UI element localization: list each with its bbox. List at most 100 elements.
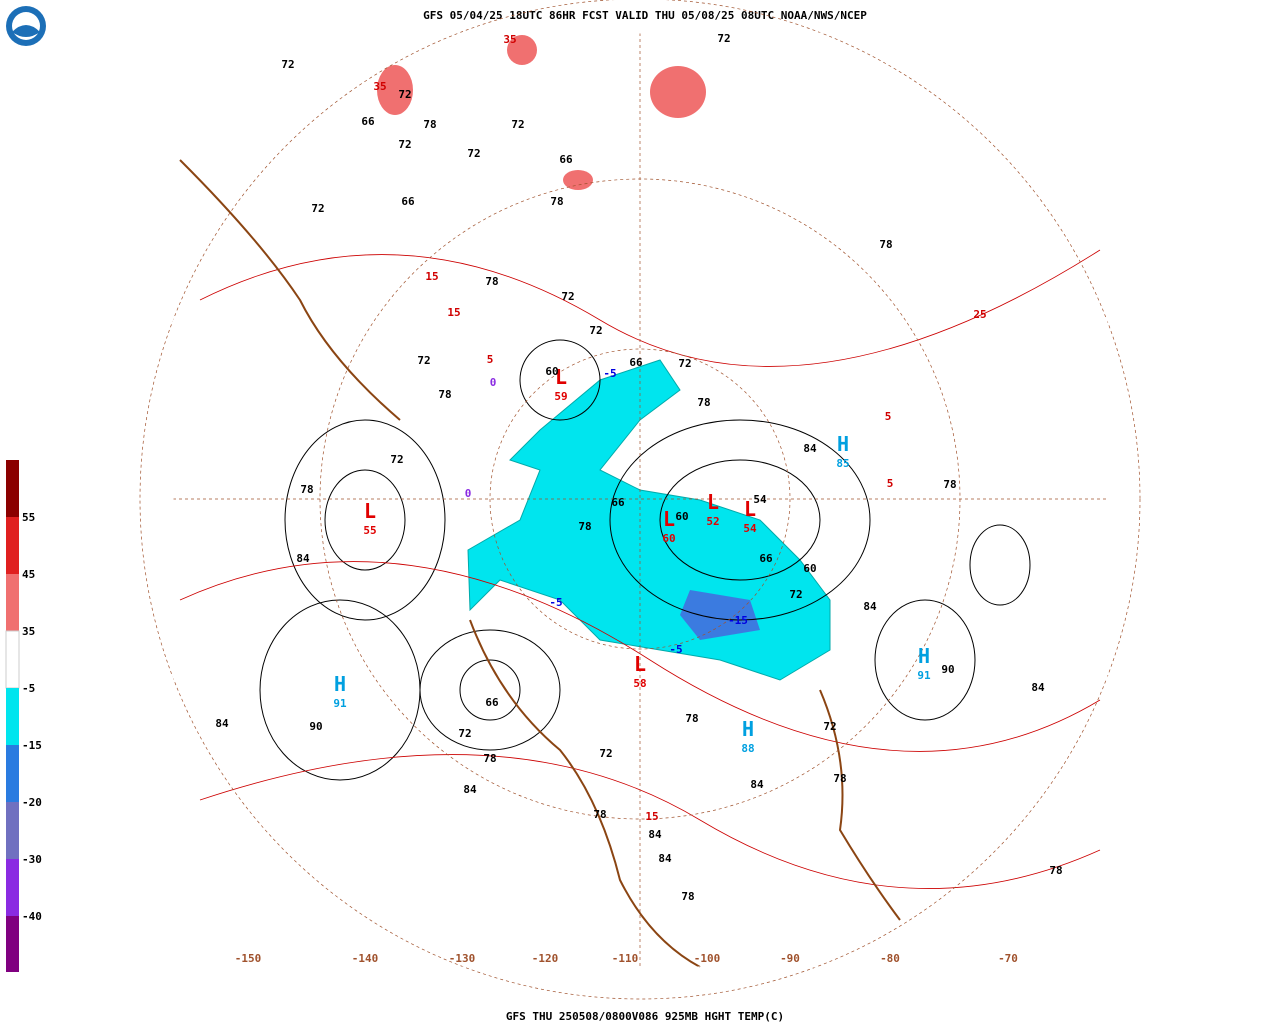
height-contour-label: 78 — [438, 388, 451, 401]
height-contour-label: 78 — [483, 752, 496, 765]
height-contour-label: 78 — [593, 808, 606, 821]
legend-label: 35 — [22, 625, 35, 638]
map-title: GFS 05/04/25 18UTC 86HR FCST VALID THU 0… — [423, 9, 867, 22]
temperature-contour-label: 35 — [373, 80, 386, 93]
height-contour-label: 72 — [561, 290, 574, 303]
longitude-label: -90 — [780, 952, 800, 965]
longitude-label: -70 — [998, 952, 1018, 965]
legend-label: -30 — [22, 853, 42, 866]
height-contour-label: 78 — [879, 238, 892, 251]
height-contour-label: 84 — [658, 852, 672, 865]
temperature-contour-label: -5 — [549, 596, 562, 609]
noaa-logo — [6, 6, 46, 46]
map-panel — [139, 0, 1141, 1000]
height-contour-label: 78 — [300, 483, 313, 496]
height-contour-label: 78 — [485, 275, 498, 288]
pressure-center-letter: L — [634, 652, 646, 676]
height-contour-label: 66 — [611, 496, 625, 509]
height-contour-label: 72 — [417, 354, 430, 367]
height-contour-label: 78 — [578, 520, 591, 533]
temperature-contour-label: -5 — [603, 367, 616, 380]
height-contour-label: 72 — [678, 357, 691, 370]
longitude-label: -110 — [612, 952, 639, 965]
temperature-contour-label: 5 — [487, 353, 494, 366]
color-legend — [5, 460, 20, 972]
pressure-center-value: 59 — [554, 390, 567, 403]
height-contour-label: 72 — [823, 720, 836, 733]
longitude-label: -80 — [880, 952, 900, 965]
height-contour-label: 84 — [803, 442, 817, 455]
pressure-center-letter: L — [364, 499, 376, 523]
height-contour-label: 72 — [390, 453, 403, 466]
pressure-center-value: 91 — [917, 669, 931, 682]
temperature-contour-label: 5 — [887, 477, 894, 490]
longitude-label: -120 — [532, 952, 559, 965]
height-contour-label: 78 — [685, 712, 698, 725]
longitude-label: -140 — [352, 952, 379, 965]
height-contour-label: 90 — [309, 720, 322, 733]
height-contour-label: 72 — [717, 32, 730, 45]
height-contour-label: 84 — [1031, 681, 1045, 694]
height-contour-label: 72 — [398, 88, 411, 101]
height-contour-label: 84 — [215, 717, 229, 730]
pressure-center-letter: H — [334, 672, 346, 696]
longitude-label: -100 — [694, 952, 721, 965]
height-contour-label: 78 — [1049, 864, 1062, 877]
longitude-label: -150 — [235, 952, 262, 965]
pressure-center-value: 55 — [363, 524, 376, 537]
height-contour-label: 78 — [833, 772, 846, 785]
height-contour-label: 78 — [423, 118, 436, 131]
height-contour-label: 66 — [559, 153, 573, 166]
height-contour-label: 60 — [675, 510, 688, 523]
map-caption: GFS THU 250508/0800V086 925MB HGHT TEMP(… — [506, 1010, 784, 1023]
temperature-contour-label: 15 — [447, 306, 460, 319]
height-contour-label: 66 — [759, 552, 773, 565]
pressure-center-letter: H — [918, 644, 930, 668]
height-contour-label: 72 — [458, 727, 471, 740]
legend-label: -20 — [22, 796, 42, 809]
legend-label: 55 — [22, 511, 35, 524]
temperature-contour-label: 5 — [885, 410, 892, 423]
pressure-center-letter: H — [742, 717, 754, 741]
height-contour-label: 66 — [361, 115, 375, 128]
pressure-center-letter: L — [555, 365, 567, 389]
height-contour-label: 72 — [511, 118, 524, 131]
temperature-contour-label: -5 — [669, 643, 682, 656]
height-contour-label: 60 — [545, 365, 558, 378]
pressure-center-value: 58 — [633, 677, 646, 690]
temperature-contour-label: 0 — [490, 376, 497, 389]
height-contour-label: 84 — [296, 552, 310, 565]
temperature-contour-label: 15 — [425, 270, 438, 283]
height-contour-label: 54 — [753, 493, 767, 506]
height-contour-label: 72 — [281, 58, 294, 71]
pressure-center-value: 52 — [706, 515, 719, 528]
pressure-center-value: 54 — [743, 522, 757, 535]
pressure-center-letter: L — [744, 497, 756, 521]
height-contour-label: 84 — [750, 778, 764, 791]
pressure-center-value: 91 — [333, 697, 347, 710]
height-contour-label: 60 — [803, 562, 816, 575]
height-contour-label: 66 — [629, 356, 643, 369]
legend-label: 45 — [22, 568, 35, 581]
height-contour-label: 78 — [681, 890, 694, 903]
legend-label: -15 — [22, 739, 42, 752]
height-contour-label: 72 — [311, 202, 324, 215]
height-contour-label: 66 — [485, 696, 499, 709]
pressure-center-value: 60 — [662, 532, 675, 545]
height-contour-label: 90 — [941, 663, 954, 676]
height-contour-label: 78 — [550, 195, 563, 208]
height-contour-label: 72 — [467, 147, 480, 160]
temperature-contour-label: 25 — [973, 308, 986, 321]
height-contour-label: 78 — [697, 396, 710, 409]
pressure-center-value: 88 — [741, 742, 754, 755]
height-contour-label: 72 — [398, 138, 411, 151]
temperature-contour-label: 15 — [645, 810, 658, 823]
height-contour-label: 84 — [648, 828, 662, 841]
temperature-contour-label: -15 — [728, 614, 748, 627]
height-contour-label: 72 — [599, 747, 612, 760]
pressure-center-letter: L — [707, 490, 719, 514]
height-contour-label: 72 — [589, 324, 602, 337]
height-contour-label: 78 — [943, 478, 956, 491]
